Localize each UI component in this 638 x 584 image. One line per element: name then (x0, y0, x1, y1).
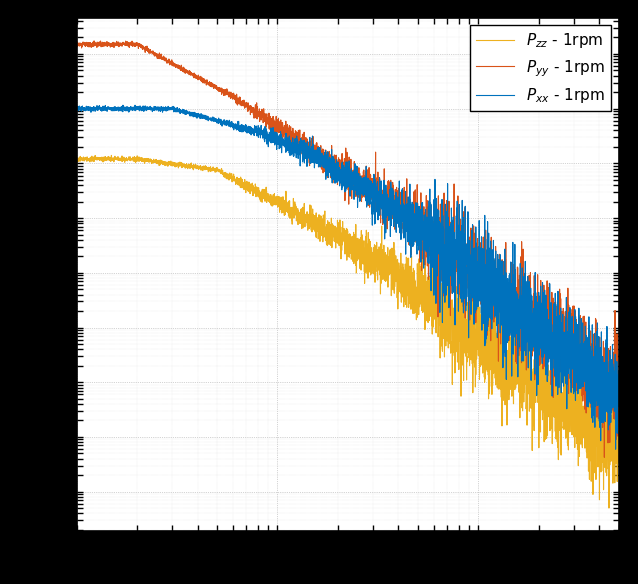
$P_{zz}$ - 1rpm (615, 406, 623, 413)
$P_{xx}$ - 1rpm (467, 289, 475, 296)
$P_{xx}$ - 1rpm (119, 102, 127, 109)
Line: $P_{xx}$ - 1rpm: $P_{xx}$ - 1rpm (77, 105, 619, 449)
$P_{zz}$ - 1rpm (330, 232, 338, 239)
$P_{yy}$ - 1rpm (90, 37, 98, 44)
$P_{yy}$ - 1rpm (467, 237, 475, 244)
$P_{zz}$ - 1rpm (598, 444, 606, 451)
$P_{xx}$ - 1rpm (612, 446, 619, 453)
$P_{yy}$ - 1rpm (572, 378, 579, 385)
$P_{xx}$ - 1rpm (598, 357, 606, 364)
$P_{zz}$ - 1rpm (305, 225, 313, 232)
$P_{zz}$ - 1rpm (73, 155, 80, 162)
$P_{xx}$ - 1rpm (572, 369, 579, 376)
$P_{xx}$ - 1rpm (73, 105, 80, 112)
$P_{zz}$ - 1rpm (467, 354, 475, 361)
$P_{yy}$ - 1rpm (300, 144, 308, 151)
$P_{xx}$ - 1rpm (615, 381, 623, 388)
$P_{zz}$ - 1rpm (108, 152, 115, 159)
$P_{yy}$ - 1rpm (73, 41, 80, 48)
Line: $P_{zz}$ - 1rpm: $P_{zz}$ - 1rpm (77, 155, 619, 508)
$P_{yy}$ - 1rpm (600, 454, 608, 461)
$P_{xx}$ - 1rpm (305, 145, 313, 152)
Line: $P_{yy}$ - 1rpm: $P_{yy}$ - 1rpm (77, 41, 619, 457)
$P_{xx}$ - 1rpm (330, 164, 338, 171)
Legend: $P_{zz}$ - 1rpm, $P_{yy}$ - 1rpm, $P_{xx}$ - 1rpm: $P_{zz}$ - 1rpm, $P_{yy}$ - 1rpm, $P_{xx… (470, 25, 611, 112)
$P_{xx}$ - 1rpm (300, 148, 308, 155)
$P_{zz}$ - 1rpm (605, 505, 612, 512)
$P_{yy}$ - 1rpm (615, 395, 623, 402)
$P_{yy}$ - 1rpm (598, 378, 606, 385)
$P_{yy}$ - 1rpm (305, 144, 313, 151)
$P_{yy}$ - 1rpm (330, 151, 338, 158)
$P_{zz}$ - 1rpm (572, 415, 579, 422)
$P_{zz}$ - 1rpm (300, 210, 308, 217)
